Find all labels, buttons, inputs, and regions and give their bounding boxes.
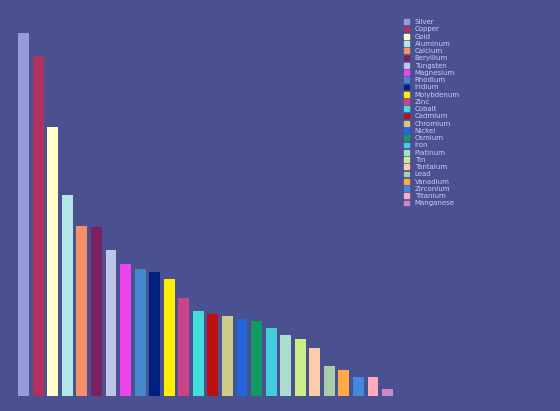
Bar [382,389,393,396]
Bar [164,279,175,396]
Bar [178,298,189,396]
Bar [91,227,102,396]
Bar [236,319,248,396]
Bar [265,328,277,396]
Bar [207,314,218,396]
Bar [280,335,291,396]
Bar [324,366,335,396]
Bar [367,377,379,396]
Bar [295,339,306,396]
Bar [33,56,44,396]
Bar [62,195,73,396]
Bar [338,370,349,396]
Bar [77,226,87,396]
Bar [18,33,29,396]
Bar [251,321,262,396]
Bar [353,376,364,396]
Bar [222,316,233,396]
Bar [193,312,204,396]
Bar [309,348,320,396]
Bar [150,272,160,396]
Bar [120,264,131,396]
Legend: Silver, Copper, Gold, Aluminum, Calcium, Beryllium, Tungsten, Magnesium, Rhodium: Silver, Copper, Gold, Aluminum, Calcium,… [404,18,460,207]
Bar [135,269,146,396]
Bar [48,127,58,396]
Bar [106,249,116,396]
